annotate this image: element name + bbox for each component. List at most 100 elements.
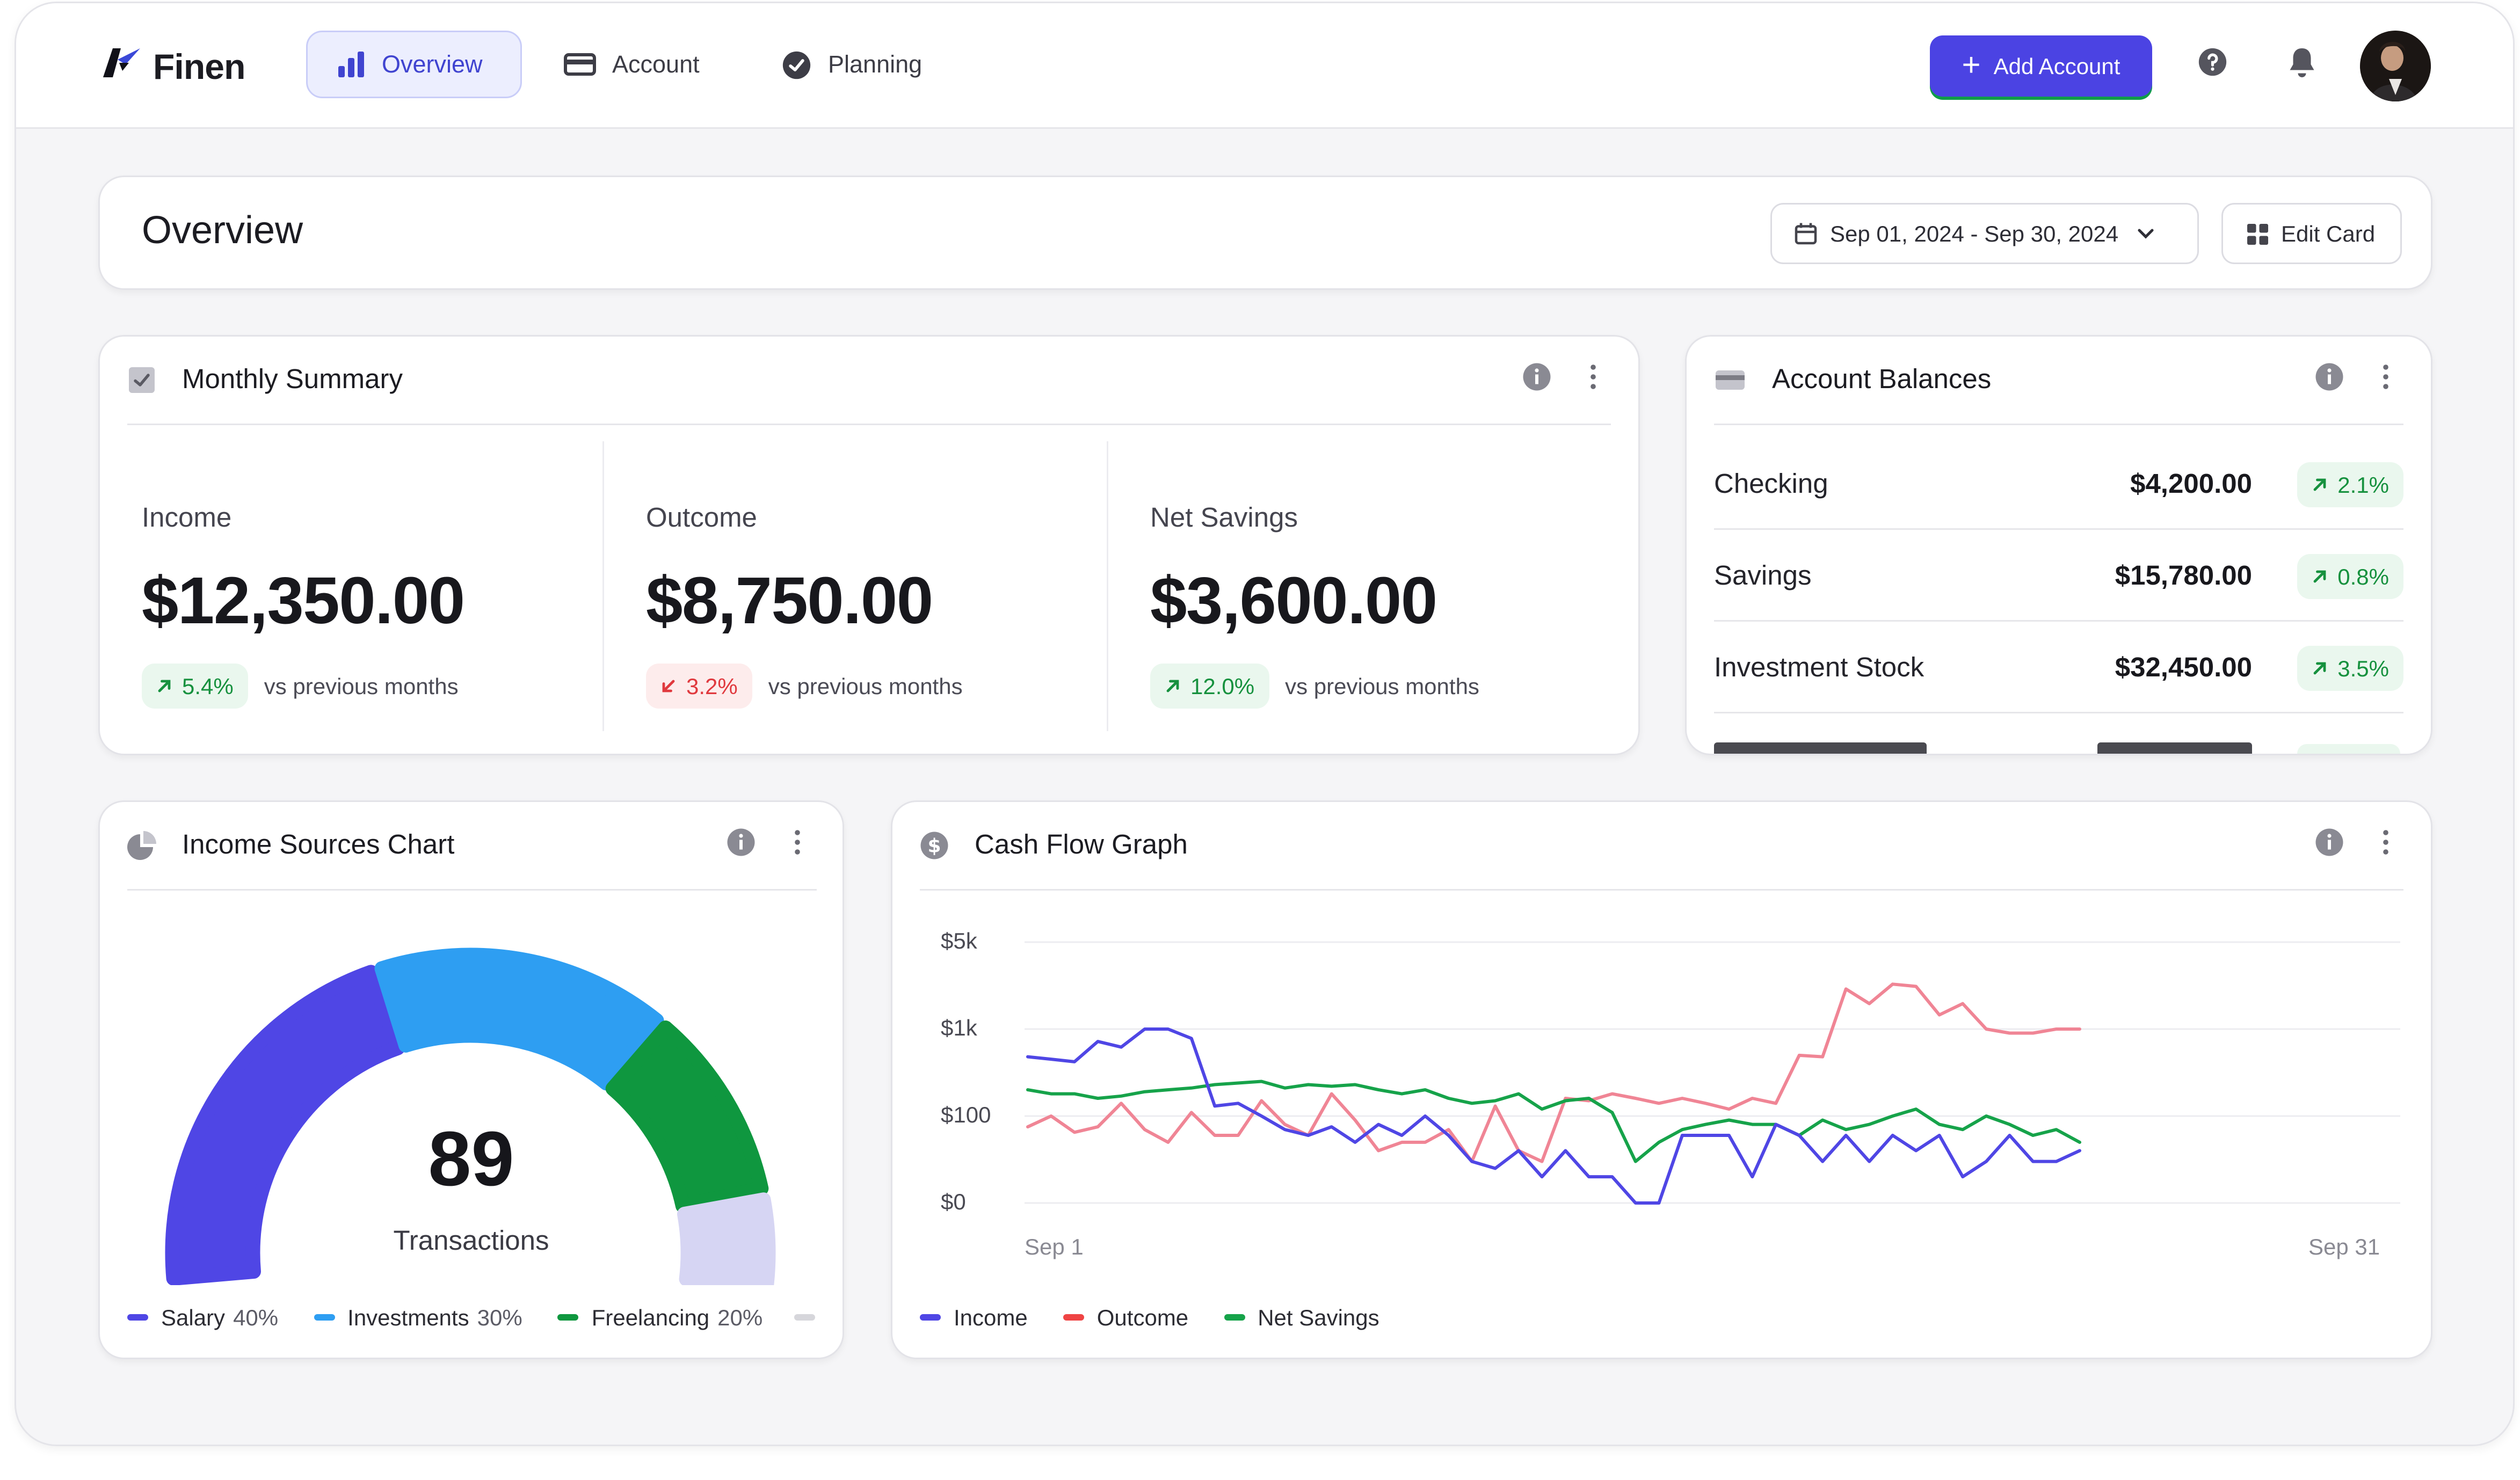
divider: [1714, 712, 2403, 713]
arrow-down-left-icon: [660, 678, 677, 694]
card-header: Monthly Summary: [127, 337, 403, 424]
change-value: 0.8%: [2337, 563, 2389, 589]
metric-value: $3,600.00: [1150, 564, 1437, 638]
edit-card-button[interactable]: Edit Card: [2221, 203, 2402, 264]
help-button[interactable]: [2194, 48, 2229, 84]
nav-account[interactable]: Account: [564, 31, 700, 98]
divider: [127, 424, 1611, 425]
arrow-up-right-icon: [2312, 568, 2328, 584]
gauge-segment-freelancing[interactable]: [605, 1020, 769, 1213]
pie-chart-icon: [127, 831, 156, 860]
y-tick-label: $5k: [941, 928, 977, 953]
bell-icon: [2287, 46, 2316, 86]
change-value: 5.4%: [182, 673, 234, 699]
more-vertical-icon: [794, 829, 801, 863]
cash-flow-chart: [1025, 941, 2400, 1205]
info-button[interactable]: [1522, 362, 1551, 395]
metric-label: Net Savings: [1150, 502, 1298, 533]
more-options-button[interactable]: [2371, 829, 2400, 860]
legend-label: Salary: [161, 1304, 226, 1330]
card-title: Account Balances: [1772, 364, 1992, 395]
legend-label: Income: [954, 1304, 1028, 1330]
info-icon: [727, 827, 756, 864]
info-button[interactable]: [2315, 828, 2344, 860]
legend-swatch: [920, 1314, 941, 1321]
change-badge: 3.2%: [646, 664, 752, 709]
legend-swatch: [127, 1314, 148, 1321]
nav-label: Planning: [828, 50, 923, 78]
legend-item-net-savings: Net Savings: [1224, 1304, 1379, 1330]
account-amount: $32,450.00: [2115, 651, 2252, 682]
change-value: 3.5%: [2337, 654, 2389, 681]
finen-logo-icon: [100, 45, 142, 89]
more-vertical-icon: [2383, 363, 2389, 397]
metric-income: Income $12,350.00 5.4% vs previous month…: [100, 441, 602, 731]
date-range-picker[interactable]: Sep 01, 2024 - Sep 30, 2024: [1770, 203, 2199, 264]
y-tick-label: $0: [941, 1189, 966, 1214]
nav-label: Account: [612, 50, 700, 78]
edit-card-label: Edit Card: [2281, 221, 2376, 246]
gauge-segment-salary[interactable]: [165, 965, 405, 1285]
balance-row-investment-stock[interactable]: Investment Stock $32,450.00 3.5%: [1714, 622, 2403, 713]
card-header: Account Balances: [1714, 337, 1991, 424]
legend-item-salary: Salary 40%: [127, 1304, 278, 1330]
more-options-button[interactable]: [1579, 363, 1608, 395]
card-title: Cash Flow Graph: [975, 829, 1188, 860]
overview-header-card: Overview Sep 01, 2024 - Sep 30, 2024: [98, 176, 2432, 290]
income-sources-card: Income Sources Chart 89 Transactions Sal…: [98, 800, 844, 1359]
arrow-up-right-icon: [2312, 476, 2328, 492]
nav-label: Overview: [382, 50, 483, 78]
gauge-segment-investments[interactable]: [374, 947, 664, 1091]
income-sources-gauge: [165, 947, 776, 1285]
brand-name: Finen: [153, 46, 245, 86]
account-name: Investment Stock: [1714, 651, 1925, 682]
metric-footer: 3.2% vs previous months: [646, 664, 963, 709]
checklist-icon: [127, 366, 156, 395]
income-sources-legend: Salary 40% Investments 30% Freelancing 2…: [127, 1304, 829, 1330]
clipped-row-placeholder: [1714, 739, 2403, 754]
series-line-outcome[interactable]: [1026, 982, 2081, 1163]
legend-label: Net Savings: [1258, 1304, 1379, 1330]
legend-item-income: Income: [920, 1304, 1028, 1330]
x-tick-label: Sep 1: [1025, 1234, 1084, 1259]
svg-text:$: $: [927, 835, 941, 857]
cash-flow-legend: Income Outcome Net Savings: [920, 1304, 1415, 1330]
divider: [920, 889, 2403, 891]
account-name: Checking: [1714, 468, 1828, 499]
info-button[interactable]: [2315, 362, 2344, 395]
notifications-button[interactable]: [2284, 46, 2320, 86]
bar-chart-icon: [337, 52, 366, 77]
brand[interactable]: Finen: [100, 45, 245, 89]
legend-swatch-overflow: [795, 1314, 816, 1321]
change-badge: 0.8%: [2297, 553, 2403, 599]
card-title: Income Sources Chart: [182, 829, 455, 860]
info-button[interactable]: [727, 828, 756, 860]
change-value: 2.1%: [2337, 471, 2389, 497]
divider: [1714, 424, 2403, 425]
info-icon: [2315, 362, 2344, 399]
metric-label: Income: [142, 502, 232, 533]
balance-row-checking[interactable]: Checking $4,200.00 2.1%: [1714, 438, 2403, 530]
y-tick-label: $100: [941, 1102, 991, 1127]
arrow-up-right-icon: [1165, 678, 1181, 694]
account-name: Savings: [1714, 559, 1812, 590]
add-account-button[interactable]: + Add Account: [1930, 35, 2152, 97]
change-badge: 12.0%: [1150, 664, 1269, 709]
balance-row-savings[interactable]: Savings $15,780.00 0.8%: [1714, 530, 2403, 622]
change-note: vs previous months: [264, 673, 459, 699]
metric-footer: 12.0% vs previous months: [1150, 664, 1479, 709]
gauge-segment-other[interactable]: [677, 1192, 776, 1285]
series-line-income[interactable]: [1026, 1027, 2081, 1205]
info-icon: [1522, 362, 1551, 399]
y-tick-label: $1k: [941, 1015, 977, 1040]
legend-percent: 40%: [233, 1304, 279, 1330]
more-options-button[interactable]: [783, 829, 812, 863]
legend-swatch: [1063, 1314, 1084, 1321]
nav-overview[interactable]: Overview: [306, 31, 522, 98]
credit-card-icon: [564, 52, 596, 77]
more-options-button[interactable]: [2371, 363, 2400, 397]
avatar[interactable]: [2360, 31, 2431, 101]
nav-planning[interactable]: Planning: [781, 31, 922, 98]
divider: [602, 441, 604, 731]
series-line-net-savings[interactable]: [1026, 1080, 2081, 1163]
